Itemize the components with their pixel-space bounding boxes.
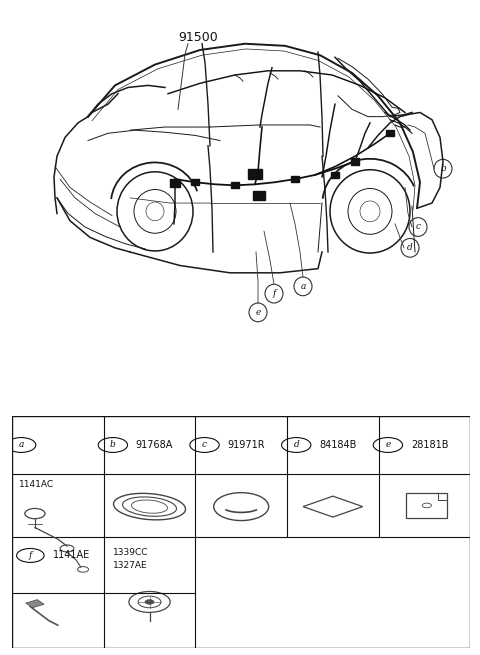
- Text: 1327AE: 1327AE: [113, 561, 147, 571]
- Text: f: f: [272, 289, 276, 298]
- Bar: [253, 191, 265, 200]
- Bar: [170, 179, 180, 187]
- Text: 1141AE: 1141AE: [53, 550, 91, 561]
- Text: 1339CC: 1339CC: [113, 548, 148, 557]
- Text: 1141AC: 1141AC: [19, 480, 54, 489]
- Bar: [231, 182, 239, 189]
- Text: b: b: [440, 164, 446, 173]
- Text: 91500: 91500: [178, 31, 218, 44]
- Text: c: c: [416, 223, 420, 231]
- Bar: [291, 176, 299, 182]
- Bar: [248, 169, 262, 179]
- Text: e: e: [255, 308, 261, 317]
- Bar: [331, 172, 339, 178]
- Bar: [351, 159, 359, 164]
- Text: d: d: [407, 243, 413, 252]
- Circle shape: [145, 599, 154, 605]
- Bar: [406, 493, 447, 518]
- Text: 84184B: 84184B: [319, 440, 357, 450]
- Polygon shape: [26, 599, 44, 608]
- Text: a: a: [19, 441, 24, 449]
- Text: 91971R: 91971R: [228, 440, 265, 450]
- Text: e: e: [385, 441, 391, 449]
- Text: 91768A: 91768A: [136, 440, 173, 450]
- Text: 28181B: 28181B: [411, 440, 448, 450]
- Text: a: a: [300, 282, 306, 291]
- Text: d: d: [293, 441, 299, 449]
- Text: b: b: [110, 441, 116, 449]
- Text: c: c: [202, 441, 207, 449]
- Bar: [191, 179, 199, 185]
- Text: f: f: [29, 551, 32, 560]
- Bar: [386, 130, 394, 136]
